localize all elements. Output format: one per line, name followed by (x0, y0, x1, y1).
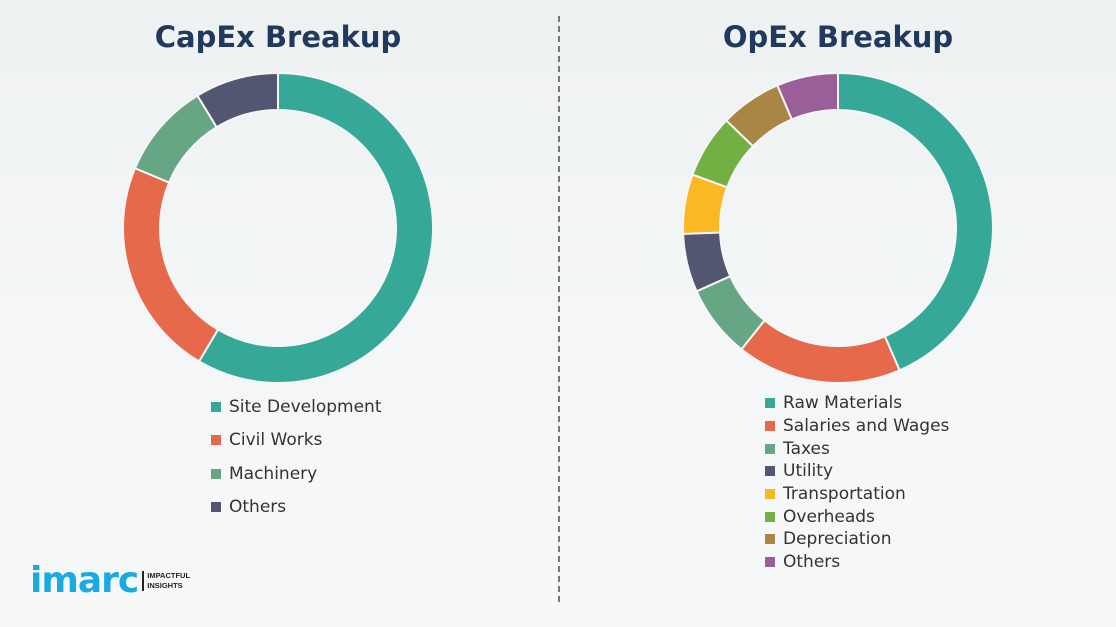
opex-legend: Raw Materials Salaries and Wages Taxes Util… (765, 392, 949, 574)
slice-others (776, 71, 839, 121)
slice-raw-materials (837, 71, 994, 372)
legend-label: Raw Materials (783, 393, 903, 414)
legend-item: Salaries and Wages (765, 415, 949, 438)
imarc-logo: imarc IMPACTFUL INSIGHTS (30, 560, 190, 601)
capex-donut (122, 71, 434, 384)
logo-tagline: IMPACTFUL INSIGHTS (142, 570, 191, 591)
capex-title: CapEx Breakup (154, 20, 402, 54)
legend-label: Depreciation (783, 529, 892, 550)
legend-item: Others (211, 491, 382, 525)
legend-label: Transportation (783, 484, 906, 505)
legend-swatch (765, 443, 775, 454)
opex-title: OpEx Breakup (722, 20, 954, 54)
legend-label: Utility (783, 461, 834, 482)
divider (558, 16, 560, 602)
legend-item: Machinery (211, 457, 382, 491)
legend-item: Raw Materials (765, 392, 949, 415)
slice-site-development (197, 71, 434, 384)
legend-label: Others (783, 552, 841, 573)
legend-label: Others (229, 497, 287, 518)
legend-label: Overheads (783, 506, 875, 527)
legend-item: Transportation (765, 483, 949, 506)
legend-label: Civil Works (229, 430, 323, 451)
legend-swatch (765, 534, 775, 545)
legend-swatch (211, 468, 221, 479)
slice-civil-works (122, 166, 220, 363)
legend-swatch (211, 502, 221, 513)
legend-label: Machinery (229, 463, 318, 484)
legend-item: Civil Works (211, 424, 382, 458)
slice-salaries-and-wages (740, 318, 901, 384)
legend-swatch (765, 398, 775, 409)
legend-swatch (765, 421, 775, 432)
legend-swatch (211, 401, 221, 412)
logo-tagline-2: INSIGHTS (147, 580, 183, 590)
legend-label: Site Development (229, 396, 382, 417)
logo-word: imarc (30, 560, 139, 601)
legend-swatch (765, 511, 775, 522)
legend-label: Taxes (783, 438, 830, 459)
legend-swatch (765, 489, 775, 500)
legend-item: Utility (765, 460, 949, 483)
legend-item: Others (765, 551, 949, 574)
legend-swatch (765, 466, 775, 477)
capex-legend: Site Development Civil Works Machinery Othe… (211, 390, 382, 524)
legend-item: Taxes (765, 437, 949, 460)
legend-item: Depreciation (765, 528, 949, 551)
legend-swatch (765, 557, 775, 568)
legend-label: Salaries and Wages (783, 416, 950, 437)
legend-item: Site Development (211, 390, 382, 424)
logo-tagline-1: IMPACTFUL (147, 570, 191, 580)
legend-item: Overheads (765, 505, 949, 528)
slice-others (196, 71, 279, 129)
opex-donut (682, 71, 994, 384)
legend-swatch (211, 435, 221, 446)
